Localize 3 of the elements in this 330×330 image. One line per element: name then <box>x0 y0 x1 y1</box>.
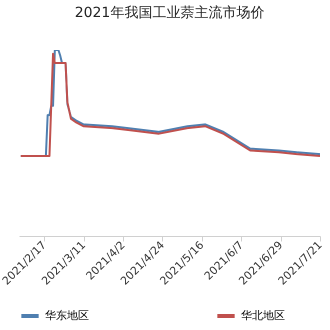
legend-label: 华东地区 <box>45 309 89 322</box>
chart-title: 2021年我国工业萘主流市场价 <box>74 5 264 21</box>
legend-label: 华北地区 <box>241 309 285 322</box>
